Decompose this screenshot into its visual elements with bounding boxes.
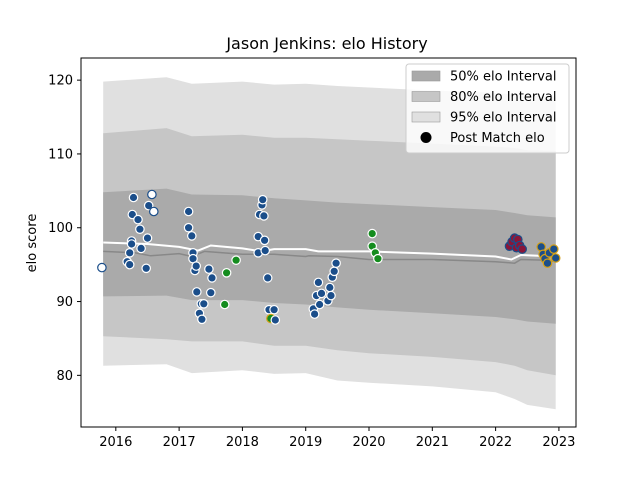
match-point-26 (197, 314, 207, 325)
match-point-27 (199, 298, 209, 309)
match-point-18 (187, 231, 197, 241)
x-tick-label-1: 2017 (163, 435, 196, 450)
match-point-40 (259, 235, 270, 246)
y-tick-label-4: 120 (48, 74, 73, 89)
match-point-14 (147, 189, 157, 200)
match-point-2 (124, 259, 135, 270)
match-point-17 (183, 222, 194, 233)
match-point-16 (183, 206, 194, 217)
chart-title: Jason Jenkins: elo History (225, 34, 427, 53)
interval-bands (103, 77, 556, 410)
match-point-38 (257, 194, 268, 205)
match-point-13 (143, 200, 154, 211)
match-point-48 (309, 309, 320, 319)
match-point-10 (136, 243, 146, 254)
line-4 (103, 241, 556, 261)
y-tick-label-2: 100 (48, 221, 73, 236)
x-tick-label-7: 2023 (542, 435, 575, 450)
match-point-3 (124, 248, 135, 258)
y-tick-label-1: 90 (56, 295, 73, 310)
match-point-12 (142, 233, 153, 243)
x-tick-label-5: 2021 (416, 435, 449, 450)
legend-label-0: 50% elo Interval (450, 70, 557, 85)
match-point-59 (367, 228, 377, 239)
legend-dot-3 (420, 132, 432, 143)
match-point-45 (269, 304, 279, 315)
legend: 50% elo Interval 80% elo Interval 95% elo … (405, 63, 570, 154)
x-tick-label-4: 2020 (352, 435, 385, 450)
match-point-39 (259, 211, 269, 221)
match-point-62 (373, 253, 383, 264)
match-point-52 (316, 288, 327, 299)
match-point-75 (548, 244, 559, 254)
legend-swatch-1 (411, 91, 441, 102)
legend-label-2: 95% elo Interval (450, 111, 557, 126)
x-tick-label-3: 2019 (289, 435, 322, 450)
match-point-30 (207, 273, 217, 283)
elo-lines (103, 241, 556, 264)
x-axis: 2016 2017 2018 2019 2020 2021 2022 2023 (99, 427, 575, 450)
match-point-15 (149, 206, 159, 217)
match-point-23 (192, 287, 202, 297)
match-point-28 (204, 264, 214, 274)
match-point-31 (219, 299, 230, 310)
legend-label-3: Post Match elo (450, 131, 545, 146)
match-point-8 (133, 214, 143, 225)
match-point-54 (324, 282, 335, 293)
match-point-11 (141, 263, 151, 274)
legend-swatch-2 (411, 111, 441, 123)
match-point-55 (326, 290, 336, 301)
legend-label-1: 80% elo Interval (450, 90, 557, 105)
legend-swatch-0 (411, 70, 441, 82)
axes-frame (80, 57, 577, 428)
match-point-42 (262, 273, 273, 283)
match-point-33 (231, 255, 241, 265)
match-point-29 (206, 287, 216, 298)
match-point-5 (126, 239, 137, 249)
y-tick-label-0: 80 (56, 369, 73, 384)
x-tick-label-2: 2018 (226, 435, 259, 450)
match-point-57 (329, 266, 339, 277)
x-tick-label-0: 2016 (99, 435, 132, 450)
match-point-73 (542, 258, 553, 268)
match-point-0 (97, 262, 107, 273)
line-3 (103, 250, 556, 264)
x-tick-label-6: 2022 (479, 435, 512, 450)
y-axis-label: elo score (25, 214, 40, 273)
match-point-9 (135, 224, 145, 234)
match-point-7 (128, 192, 139, 203)
y-axis: 80 90 100 110 120 (48, 74, 81, 384)
legend-box (405, 63, 570, 154)
match-point-22 (191, 261, 201, 271)
match-point-51 (314, 299, 325, 310)
match-point-58 (331, 258, 341, 268)
match-point-76 (550, 253, 561, 263)
plot-area (97, 77, 561, 410)
match-point-46 (270, 315, 281, 325)
match-point-69 (517, 244, 527, 254)
y-tick-label-3: 110 (48, 147, 73, 162)
match-point-41 (260, 245, 270, 256)
match-points (97, 189, 561, 325)
match-point-50 (313, 277, 324, 288)
match-point-32 (221, 267, 232, 278)
